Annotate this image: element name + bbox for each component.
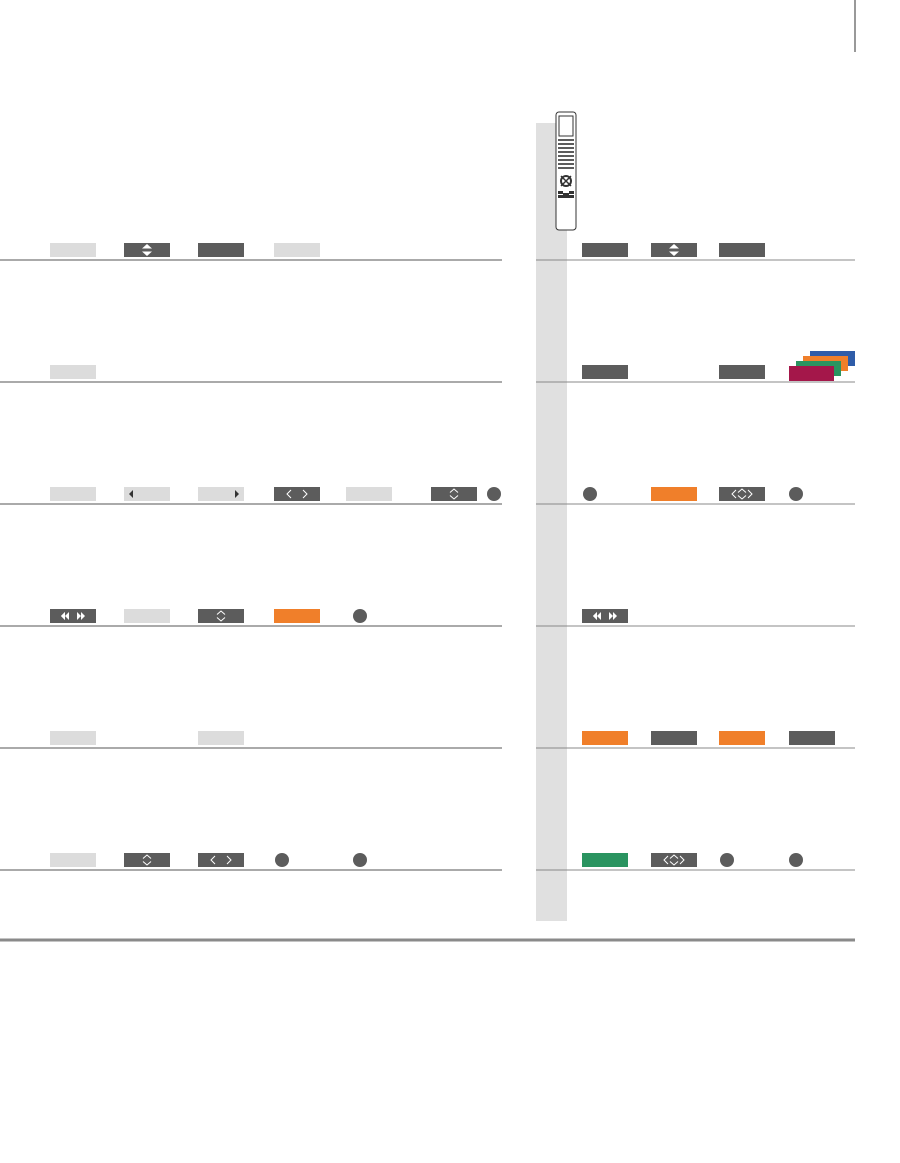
round-button <box>789 487 803 501</box>
round-button <box>275 853 289 867</box>
button-icon <box>274 487 320 501</box>
remote-body <box>555 111 577 231</box>
remote-display <box>558 115 574 137</box>
button <box>346 487 392 501</box>
button-icon <box>50 731 96 745</box>
button-icon <box>719 487 765 501</box>
button-icon <box>124 609 170 623</box>
button-icon <box>50 853 96 867</box>
button-icon <box>651 853 697 867</box>
button <box>198 243 244 257</box>
button <box>198 609 244 623</box>
round-button <box>487 487 501 501</box>
button <box>651 487 697 501</box>
button <box>198 487 244 501</box>
button <box>274 487 320 501</box>
color-key <box>789 366 834 381</box>
button-icon <box>582 731 628 745</box>
remote-wheel-x <box>560 175 572 187</box>
button-icon <box>198 243 244 257</box>
button <box>431 487 477 501</box>
button <box>198 853 244 867</box>
button-icon <box>124 487 170 501</box>
button <box>719 731 765 745</box>
button <box>582 243 628 257</box>
remote-key <box>569 191 574 194</box>
button-icon <box>582 853 628 867</box>
button <box>50 731 96 745</box>
button-icon <box>651 731 697 745</box>
button <box>719 243 765 257</box>
arrow-symbol <box>235 490 239 498</box>
button <box>50 853 96 867</box>
button <box>124 609 170 623</box>
round-button <box>353 853 367 867</box>
button-icon <box>431 487 477 501</box>
button <box>274 609 320 623</box>
remote-key <box>563 193 569 198</box>
button-icon <box>50 487 96 501</box>
button-icon <box>198 731 244 745</box>
button <box>582 731 628 745</box>
button-icon <box>719 243 765 257</box>
round-button <box>789 853 803 867</box>
button-icon <box>346 487 392 501</box>
button <box>582 853 628 867</box>
button-icon <box>651 487 697 501</box>
button-icon <box>50 365 96 379</box>
arrow-symbol <box>129 490 133 498</box>
remote-key <box>558 191 563 194</box>
button <box>719 487 765 501</box>
round-button <box>583 487 597 501</box>
remote-key <box>558 195 563 198</box>
button <box>719 365 765 379</box>
round-button <box>353 609 367 623</box>
button <box>50 609 96 623</box>
button <box>198 731 244 745</box>
button-icon <box>198 853 244 867</box>
button <box>50 487 96 501</box>
button <box>274 243 320 257</box>
button-icon <box>582 243 628 257</box>
button <box>50 365 96 379</box>
remote-key <box>569 195 574 198</box>
button-icon <box>582 609 628 623</box>
button-icon <box>198 609 244 623</box>
button-icon <box>789 731 835 745</box>
button <box>50 243 96 257</box>
round-button <box>720 853 734 867</box>
side-strip <box>536 123 567 921</box>
button <box>651 243 697 257</box>
button <box>789 731 835 745</box>
button <box>582 609 628 623</box>
button <box>124 243 170 257</box>
button-icon <box>274 243 320 257</box>
button-icon <box>582 365 628 379</box>
button-icon <box>198 487 244 501</box>
button <box>124 853 170 867</box>
button-icon <box>50 243 96 257</box>
button <box>651 853 697 867</box>
button-icon <box>274 609 320 623</box>
button-icon <box>50 609 96 623</box>
button-icon <box>124 853 170 867</box>
button-icon <box>719 365 765 379</box>
button-icon <box>719 731 765 745</box>
button <box>124 487 170 501</box>
remote-icon <box>555 111 577 231</box>
button <box>651 731 697 745</box>
button-icon <box>651 243 697 257</box>
remote-wheel <box>560 175 572 187</box>
button <box>582 365 628 379</box>
button-icon <box>124 243 170 257</box>
